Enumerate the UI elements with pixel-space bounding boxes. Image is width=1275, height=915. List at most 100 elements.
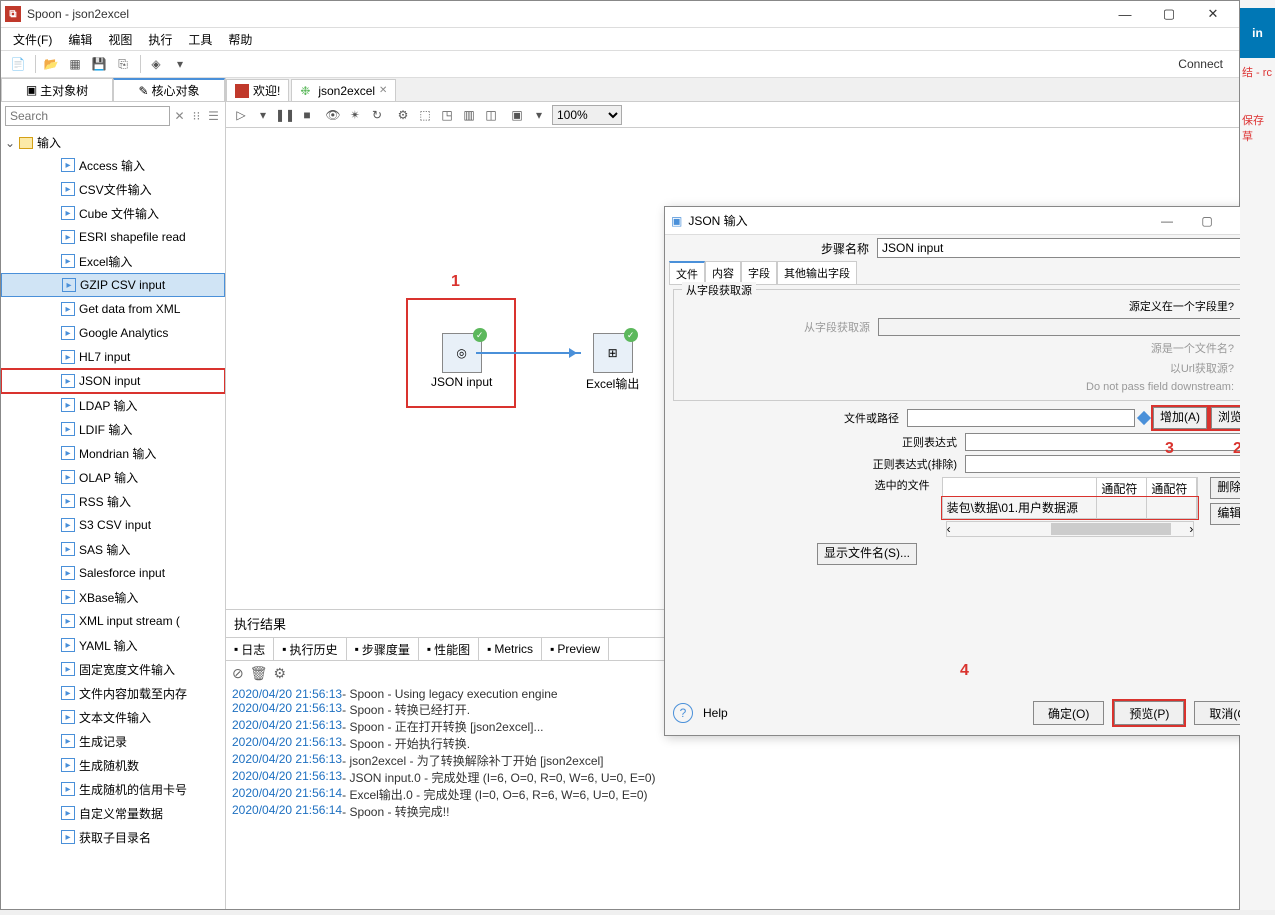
menu-view[interactable]: 视图 — [100, 29, 140, 50]
stop-icon[interactable]: ■ — [298, 106, 316, 124]
delete-icon[interactable]: 🗑 — [250, 665, 268, 682]
minimize-button[interactable]: — — [1103, 1, 1147, 28]
tree-item[interactable]: ▸生成随机数 — [1, 753, 225, 777]
tab-main-tree[interactable]: ▣主对象树 — [1, 78, 113, 101]
step-tree[interactable]: 输入 ▸Access 输入▸CSV文件输入▸Cube 文件输入▸ESRI sha… — [1, 130, 225, 909]
tree-item[interactable]: ▸Access 输入 — [1, 153, 225, 177]
show-results-icon[interactable]: ◫ — [482, 106, 500, 124]
help-label[interactable]: Help — [703, 706, 728, 720]
debug-icon[interactable]: ✴ — [346, 106, 364, 124]
maximize-button[interactable]: ▢ — [1147, 1, 1191, 28]
perspective-icon[interactable]: ◈ — [145, 53, 167, 75]
connect-button[interactable]: Connect — [1168, 55, 1233, 73]
table-scrollbar[interactable]: ‹› — [946, 521, 1195, 537]
results-tab[interactable]: ▪性能图 — [419, 638, 479, 660]
node-json-input[interactable]: ◎✓ JSON input — [431, 333, 492, 389]
tree-item[interactable]: ▸生成随机的信用卡号 — [1, 777, 225, 801]
add-button[interactable]: 增加(A) — [1153, 407, 1207, 429]
tree-item[interactable]: ▸Get data from XML — [1, 297, 225, 321]
tree-item[interactable]: ▸固定宽度文件输入 — [1, 657, 225, 681]
tree-item[interactable]: ▸XML input stream ( — [1, 609, 225, 633]
menu-run[interactable]: 执行 — [140, 29, 180, 50]
dialog-tab[interactable]: 文件 — [669, 261, 705, 284]
impact-icon[interactable]: ⬚ — [416, 106, 434, 124]
tree-item[interactable]: ▸Cube 文件输入 — [1, 201, 225, 225]
verify-icon[interactable]: ⚙ — [394, 106, 412, 124]
show-files-button[interactable]: 显示文件名(S)... — [817, 543, 917, 565]
tree-item[interactable]: ▸HL7 input — [1, 345, 225, 369]
settings-icon[interactable]: ⚙ — [274, 665, 287, 682]
dropdown-icon[interactable]: ▾ — [169, 53, 191, 75]
files-table[interactable]: 通配符 通配符 装包\数据\01.用户数据源\user.json ‹› — [942, 477, 1199, 539]
saveas-icon[interactable]: ⎘ — [112, 53, 134, 75]
tree-item[interactable]: ▸JSON input — [1, 369, 225, 393]
canvas-icon[interactable]: ▣ — [508, 106, 526, 124]
results-tab[interactable]: ▪日志 — [226, 638, 274, 660]
tree-item[interactable]: ▸CSV文件输入 — [1, 177, 225, 201]
dialog-tab[interactable]: 字段 — [741, 261, 777, 284]
open-icon[interactable]: 📂 — [40, 53, 62, 75]
explore-icon[interactable]: ▦ — [64, 53, 86, 75]
zoom-select[interactable]: 100% — [552, 105, 622, 125]
help-icon[interactable]: ? — [673, 703, 693, 723]
clear-search-icon[interactable]: ✕ — [172, 109, 187, 123]
preview-button[interactable]: 预览(P) — [1114, 701, 1184, 725]
tree-item[interactable]: ▸OLAP 输入 — [1, 465, 225, 489]
pause-icon[interactable]: ❚❚ — [276, 106, 294, 124]
tree-item[interactable]: ▸Google Analytics — [1, 321, 225, 345]
tab-core-objects[interactable]: ✎核心对象 — [113, 78, 225, 101]
tree-item[interactable]: ▸LDIF 输入 — [1, 417, 225, 441]
tree-item[interactable]: ▸自定义常量数据 — [1, 801, 225, 825]
save-icon[interactable]: 💾 — [88, 53, 110, 75]
results-tab[interactable]: ▪Preview — [542, 638, 609, 660]
run-icon[interactable]: ▷ — [232, 106, 250, 124]
tree-item[interactable]: ▸LDAP 输入 — [1, 393, 225, 417]
results-tab[interactable]: ▪步骤度量 — [347, 638, 419, 660]
menu-file[interactable]: 文件(F) — [5, 29, 60, 50]
node-excel-output[interactable]: ⊞✓ Excel输出 — [586, 333, 639, 392]
file-path-input[interactable] — [907, 409, 1135, 427]
var-icon[interactable] — [1137, 411, 1151, 425]
dialog-tab[interactable]: 内容 — [705, 261, 741, 284]
menu-help[interactable]: 帮助 — [220, 29, 260, 50]
tree-item[interactable]: ▸生成记录 — [1, 729, 225, 753]
tree-item[interactable]: ▸YAML 输入 — [1, 633, 225, 657]
close-button[interactable]: ✕ — [1191, 1, 1235, 28]
dialog-tab[interactable]: 其他输出字段 — [777, 261, 857, 284]
clear-log-icon[interactable]: ⊘ — [232, 665, 244, 682]
menu-edit[interactable]: 编辑 — [60, 29, 100, 50]
results-tab[interactable]: ▪Metrics — [479, 638, 542, 660]
replay-icon[interactable]: ↻ — [368, 106, 386, 124]
expand-icon[interactable]: ⁝⁝ — [189, 109, 204, 123]
table-row[interactable]: 装包\数据\01.用户数据源\user.json — [942, 497, 1199, 519]
run-dropdown-icon[interactable]: ▾ — [254, 106, 272, 124]
tree-item[interactable]: ▸GZIP CSV input — [1, 273, 225, 297]
preview-icon[interactable]: 👁 — [324, 106, 342, 124]
regex-input[interactable] — [965, 433, 1251, 451]
regex-exclude-input[interactable] — [965, 455, 1251, 473]
tree-item[interactable]: ▸S3 CSV input — [1, 513, 225, 537]
tab-json2excel[interactable]: ❉ json2excel ✕ — [291, 79, 396, 101]
results-tab[interactable]: ▪执行历史 — [274, 638, 346, 660]
tree-item[interactable]: ▸Mondrian 输入 — [1, 441, 225, 465]
dialog-minimize-button[interactable]: — — [1147, 214, 1187, 228]
new-icon[interactable]: 📄 — [7, 53, 29, 75]
hop-arrow[interactable] — [476, 352, 581, 354]
tab-welcome[interactable]: 欢迎! — [226, 79, 289, 101]
explore-db-icon[interactable]: ▥ — [460, 106, 478, 124]
tree-item[interactable]: ▸Excel输入 — [1, 249, 225, 273]
tree-item[interactable]: ▸获取子目录名 — [1, 825, 225, 849]
search-input[interactable] — [5, 106, 170, 126]
dialog-maximize-button[interactable]: ▢ — [1187, 214, 1227, 228]
tree-item[interactable]: ▸XBase输入 — [1, 585, 225, 609]
tree-item[interactable]: ▸Salesforce input — [1, 561, 225, 585]
menu-tools[interactable]: 工具 — [180, 29, 220, 50]
dropdown-icon[interactable]: ▾ — [530, 106, 548, 124]
tab-close-icon[interactable]: ✕ — [379, 85, 387, 96]
collapse-icon[interactable]: ☰ — [206, 109, 221, 123]
tree-item[interactable]: ▸文件内容加载至内存 — [1, 681, 225, 705]
step-name-input[interactable] — [877, 238, 1265, 258]
tree-item[interactable]: ▸SAS 输入 — [1, 537, 225, 561]
tree-folder-input[interactable]: 输入 — [1, 132, 225, 153]
tree-item[interactable]: ▸RSS 输入 — [1, 489, 225, 513]
